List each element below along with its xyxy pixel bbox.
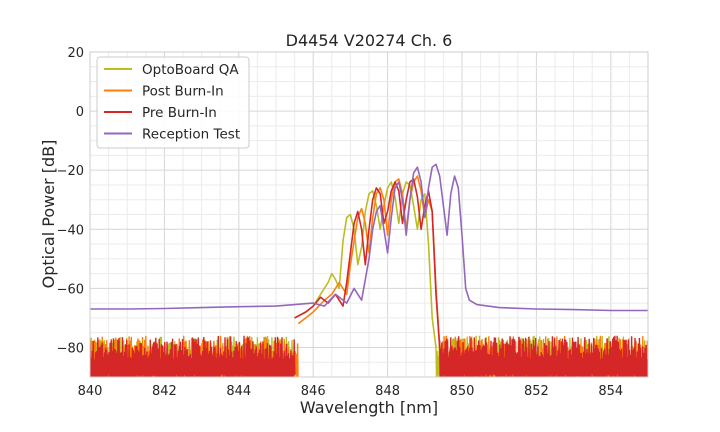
plot-frame [89,51,649,378]
x-tick-label: 840 [78,384,103,399]
ticks: 840 842 844 846 848 850 852 854 20 0 −20 −40 −60 −80 [57,46,624,399]
y-tick-label: −60 [57,282,84,297]
series-line-3 [90,163,648,312]
chart-title: D4454 V20274 Ch. 6 [286,31,453,50]
x-tick-label: 850 [450,384,475,399]
x-tick-label: 842 [152,384,177,399]
y-tick-label: 0 [76,105,84,120]
y-tick-label: −40 [57,223,84,238]
legend-label: Pre Burn-In [142,105,217,121]
x-tick-label: 854 [598,384,623,399]
legend-box [96,56,250,149]
legend-label: Reception Test [142,127,240,143]
x-axis-label: Wavelength [nm] [300,398,438,417]
legend: OptoBoard QA Post Burn-In Pre Burn-In Recep… [96,56,250,149]
x-tick-label: 848 [375,384,400,399]
y-axis-label: Optical Power [dB] [39,140,58,289]
legend-label: OptoBoard QA [142,62,239,78]
x-tick-label: 844 [226,384,251,399]
series-line-2 [294,178,441,348]
y-tick-label: −20 [57,164,84,179]
y-tick-label: 20 [67,46,84,61]
series-line-0 [294,181,437,348]
x-tick-label: 852 [524,384,549,399]
x-tick-label: 846 [301,384,326,399]
legend-label: Post Burn-In [142,84,224,100]
series-line-1 [297,175,441,348]
y-tick-label: −80 [57,341,84,356]
